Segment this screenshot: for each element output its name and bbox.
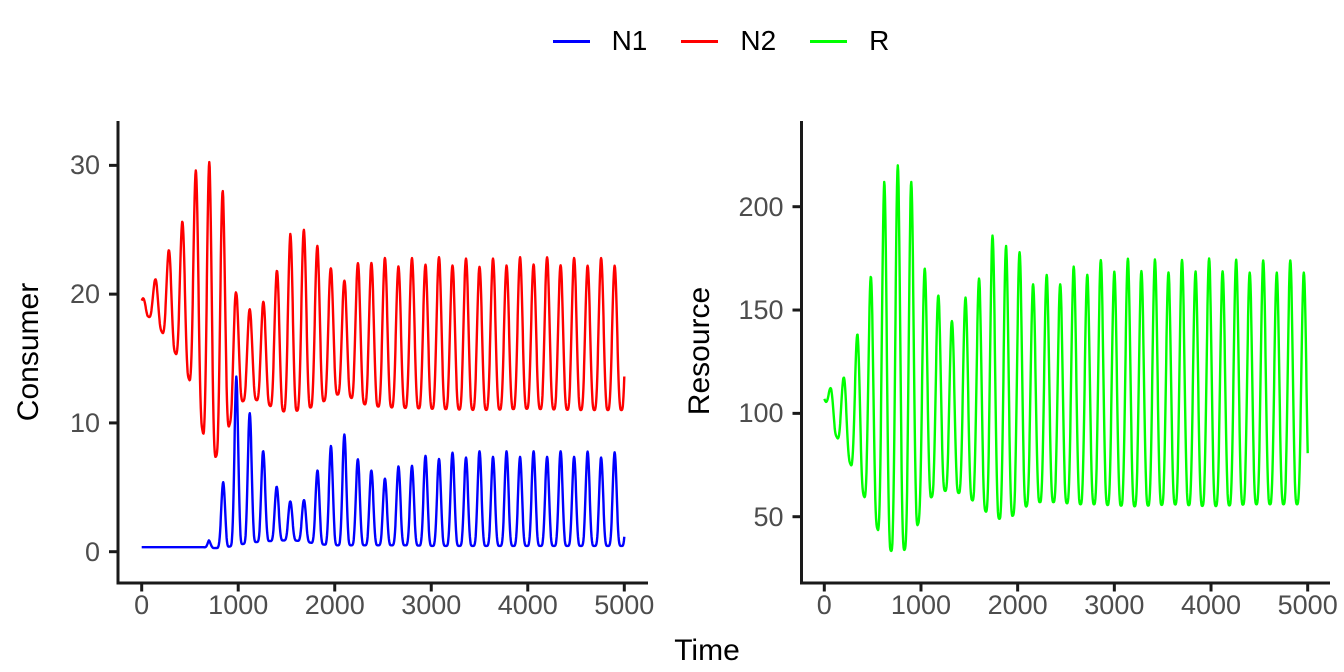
x-tick-label: 5000 xyxy=(594,590,655,620)
x-tick-label: 0 xyxy=(134,590,150,620)
legend-key-line-r xyxy=(810,39,848,43)
legend-label: N2 xyxy=(740,25,777,56)
y-tick-label: 100 xyxy=(738,398,784,429)
legend-key-line-n1 xyxy=(552,39,590,43)
x-tick-label: 4000 xyxy=(497,590,558,620)
y-tick-label: 200 xyxy=(738,191,784,222)
x-tick-label: 5000 xyxy=(1277,590,1338,620)
x-tick-label: 1000 xyxy=(890,590,951,620)
x-tick-label: 0 xyxy=(816,590,832,620)
legend-item-n1: N1 xyxy=(552,25,648,56)
x-tick-label: 1000 xyxy=(208,590,269,620)
y-tick-label: 20 xyxy=(69,279,100,310)
legend-key-line-n2 xyxy=(681,39,719,43)
legend-label: N1 xyxy=(611,25,648,56)
y-tick-label: 10 xyxy=(69,407,100,438)
x-tick-label: 2000 xyxy=(987,590,1048,620)
x-tick-label: 4000 xyxy=(1180,590,1242,620)
y-tick-label: 150 xyxy=(738,295,784,326)
y-tick-label: 30 xyxy=(69,150,100,181)
y-tick-label: 0 xyxy=(84,536,100,567)
series-line-r xyxy=(823,164,1309,553)
legend-item-n2: N2 xyxy=(681,27,776,55)
series-line-n2 xyxy=(140,160,626,458)
x-tick-label: 3000 xyxy=(1084,590,1145,620)
x-tick-label: 2000 xyxy=(304,590,365,620)
x-tick-label: 3000 xyxy=(401,590,462,620)
y-tick-label: 50 xyxy=(753,501,784,532)
y-axis-title-resource: Resource xyxy=(683,286,716,416)
legend: N1 N2 R xyxy=(49,22,1344,60)
x-axis-title-time: Time xyxy=(674,634,740,667)
legend-item-r: R xyxy=(810,27,889,55)
series-line-n1 xyxy=(140,375,626,550)
legend-label: R xyxy=(869,25,890,56)
